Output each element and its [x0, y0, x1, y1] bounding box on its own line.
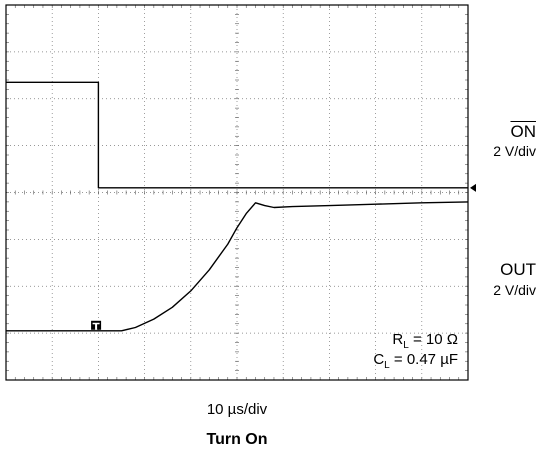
x-scale-label: 10 µs/div [206, 401, 268, 418]
ground-arrow-marker [470, 183, 476, 192]
plot-frame [5, 4, 469, 381]
markers [91, 183, 476, 330]
channel-out-name: OUT [500, 260, 536, 279]
chart-title: Turn On [206, 431, 268, 448]
annotation-cl: CL = 0.47 µF [373, 351, 458, 371]
traces [6, 81, 469, 332]
plot-grid [5, 4, 469, 381]
channel-out-scale: 2 V/div [493, 282, 536, 298]
annotation-rl: RL = 10 Ω [392, 331, 458, 351]
trigger-marker [91, 320, 102, 330]
channel-on-name: ON [510, 122, 537, 141]
trace-out [6, 201, 469, 332]
channel-on-scale: 2 V/div [493, 143, 536, 159]
trace-on [6, 81, 468, 189]
